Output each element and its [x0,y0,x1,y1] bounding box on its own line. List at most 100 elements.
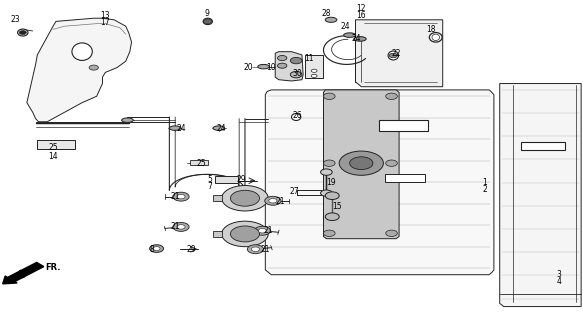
Text: 30: 30 [293,69,302,78]
Circle shape [230,226,259,242]
FancyArrow shape [3,262,44,284]
Text: 11: 11 [304,53,314,62]
Polygon shape [500,84,581,307]
Text: 25: 25 [196,159,206,168]
Text: 26: 26 [293,111,302,120]
Bar [37,140,75,149]
Text: 24: 24 [340,22,350,31]
Text: 1: 1 [482,178,487,187]
Circle shape [258,228,266,233]
Circle shape [278,63,287,68]
Circle shape [173,192,189,201]
Text: 22: 22 [391,49,401,58]
Bar [521,141,565,150]
Text: 14: 14 [48,152,58,161]
Circle shape [386,230,398,236]
Circle shape [389,53,398,58]
Circle shape [269,198,277,203]
Text: 21: 21 [264,226,273,235]
Bar [213,195,222,201]
Ellipse shape [213,126,224,130]
Text: 21: 21 [170,192,180,201]
Bar [215,176,238,183]
Bar [379,120,428,131]
Ellipse shape [203,18,212,25]
Text: 15: 15 [332,202,342,211]
Circle shape [173,222,189,231]
Text: 29: 29 [187,245,196,254]
Ellipse shape [325,17,337,22]
Circle shape [290,71,302,78]
Circle shape [177,225,185,229]
Text: 25: 25 [48,143,58,152]
Text: 8: 8 [149,245,154,254]
Circle shape [278,55,287,60]
Circle shape [311,74,317,77]
Text: 18: 18 [426,25,436,34]
Ellipse shape [388,51,399,60]
Circle shape [19,31,26,35]
Ellipse shape [122,118,134,123]
Text: 16: 16 [356,12,366,20]
Ellipse shape [432,34,440,41]
Polygon shape [27,18,132,122]
Circle shape [321,169,332,175]
Bar [305,55,323,78]
Circle shape [89,65,99,70]
Circle shape [247,245,264,254]
Text: 21: 21 [170,222,180,231]
Polygon shape [324,90,399,239]
Circle shape [230,190,259,206]
Text: 27: 27 [290,188,299,196]
Bar [190,160,208,165]
Text: 17: 17 [101,19,110,28]
Circle shape [325,213,339,220]
Text: 19: 19 [326,178,336,187]
Text: 5: 5 [208,175,213,184]
Circle shape [321,190,332,196]
Bar [385,174,425,182]
Text: 4: 4 [557,277,561,286]
Text: FR.: FR. [45,263,61,272]
Text: 13: 13 [101,11,110,20]
Text: 28: 28 [322,9,331,18]
Polygon shape [275,52,303,81]
Text: 29: 29 [236,175,245,184]
Circle shape [222,221,268,247]
Text: 9: 9 [205,9,210,18]
Circle shape [386,160,398,166]
Circle shape [325,192,339,199]
Circle shape [222,186,268,211]
Ellipse shape [258,64,269,69]
Circle shape [324,160,335,166]
Circle shape [153,247,160,251]
Bar [213,231,222,237]
Circle shape [386,93,398,100]
Text: 23: 23 [10,15,20,24]
Ellipse shape [72,43,92,60]
Text: 21: 21 [261,245,270,254]
Circle shape [324,230,335,236]
Text: 21: 21 [275,197,285,206]
Circle shape [324,93,335,100]
Circle shape [177,195,185,199]
Ellipse shape [354,37,366,41]
Circle shape [251,247,259,252]
Text: 24: 24 [217,124,227,132]
Ellipse shape [17,29,28,36]
Circle shape [150,245,164,252]
Ellipse shape [343,33,356,37]
Text: 24: 24 [352,35,361,44]
Text: 2: 2 [482,185,487,194]
Ellipse shape [292,114,301,121]
Polygon shape [265,90,494,275]
Text: 20: 20 [243,63,252,72]
Text: 7: 7 [208,182,213,191]
Text: 12: 12 [357,4,366,13]
Circle shape [265,196,281,205]
Text: 24: 24 [176,124,186,132]
Circle shape [311,69,317,72]
Circle shape [290,57,302,64]
Circle shape [254,226,271,235]
Ellipse shape [170,126,181,130]
